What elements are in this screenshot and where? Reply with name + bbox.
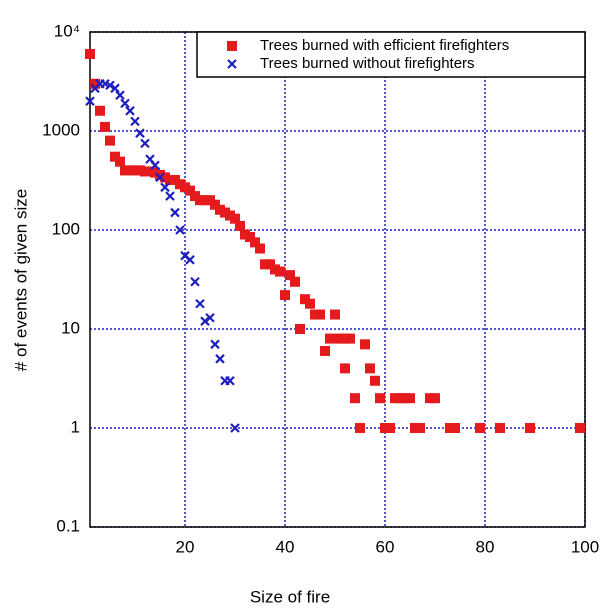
point bbox=[175, 225, 185, 235]
point bbox=[235, 220, 245, 231]
point bbox=[210, 199, 220, 210]
y-tick-label: 10⁴ bbox=[54, 21, 80, 40]
point bbox=[450, 423, 460, 433]
x-tick-label: 100 bbox=[571, 537, 599, 556]
point bbox=[85, 96, 95, 106]
point bbox=[305, 298, 315, 309]
point bbox=[355, 423, 365, 433]
point bbox=[135, 128, 145, 138]
point bbox=[150, 160, 160, 171]
legend-marker bbox=[227, 41, 237, 51]
point bbox=[90, 78, 100, 89]
point bbox=[320, 345, 330, 356]
point bbox=[95, 105, 105, 116]
point bbox=[290, 276, 300, 287]
legend-marker bbox=[227, 59, 237, 69]
y-tick-label: 1000 bbox=[42, 120, 80, 139]
point bbox=[185, 185, 195, 196]
x-axis-label: Size of fire bbox=[250, 587, 330, 606]
point bbox=[250, 237, 260, 248]
point bbox=[265, 259, 275, 270]
point bbox=[190, 276, 200, 287]
point bbox=[130, 116, 140, 127]
point bbox=[295, 324, 305, 334]
point bbox=[170, 207, 180, 218]
point bbox=[125, 106, 135, 116]
point bbox=[110, 83, 120, 94]
legend-text: Trees burned with efficient firefighters bbox=[260, 37, 509, 54]
point bbox=[350, 393, 360, 404]
point bbox=[340, 363, 350, 374]
point bbox=[140, 138, 150, 149]
y-axis-label: # of events of given size bbox=[11, 189, 30, 371]
x-tick-label: 40 bbox=[276, 537, 295, 556]
point bbox=[285, 270, 295, 281]
point bbox=[475, 423, 485, 433]
point bbox=[230, 423, 240, 433]
point bbox=[360, 339, 370, 350]
point bbox=[105, 80, 115, 91]
x-tick-label: 20 bbox=[176, 537, 195, 556]
point bbox=[385, 423, 395, 433]
point bbox=[330, 309, 340, 320]
point bbox=[165, 191, 175, 201]
point bbox=[255, 243, 265, 254]
point bbox=[345, 333, 355, 344]
x-tick-label: 60 bbox=[376, 537, 395, 556]
point bbox=[210, 339, 220, 350]
point bbox=[280, 290, 290, 301]
point bbox=[315, 309, 325, 320]
point bbox=[525, 423, 535, 433]
y-tick-label: 100 bbox=[52, 219, 80, 238]
point bbox=[230, 213, 240, 224]
point bbox=[375, 393, 385, 404]
legend-box bbox=[196, 31, 586, 78]
y-tick-label: 0.1 bbox=[56, 516, 80, 535]
point bbox=[245, 231, 255, 242]
point bbox=[370, 375, 380, 386]
point bbox=[100, 121, 110, 132]
point bbox=[575, 423, 585, 433]
point bbox=[185, 255, 195, 265]
plot-frame bbox=[89, 31, 586, 528]
x-tick-label: 80 bbox=[476, 537, 495, 556]
y-tick-label: 10 bbox=[61, 318, 80, 337]
point bbox=[160, 182, 170, 193]
point bbox=[105, 135, 115, 146]
point bbox=[115, 156, 125, 167]
point bbox=[225, 375, 235, 386]
point bbox=[200, 316, 210, 326]
point bbox=[430, 393, 440, 404]
point bbox=[365, 363, 375, 374]
point bbox=[275, 266, 285, 277]
point bbox=[495, 423, 505, 433]
point bbox=[215, 354, 225, 364]
point bbox=[85, 48, 95, 59]
point bbox=[415, 423, 425, 433]
point bbox=[405, 393, 415, 404]
point bbox=[205, 312, 215, 323]
point bbox=[195, 298, 205, 309]
point bbox=[325, 333, 335, 344]
legend: Trees burned with efficient firefighters… bbox=[196, 31, 586, 78]
point bbox=[120, 98, 130, 109]
point bbox=[155, 172, 165, 183]
y-tick-label: 1 bbox=[71, 417, 80, 436]
point bbox=[115, 90, 125, 100]
legend-text: Trees burned without firefighters bbox=[260, 55, 475, 72]
